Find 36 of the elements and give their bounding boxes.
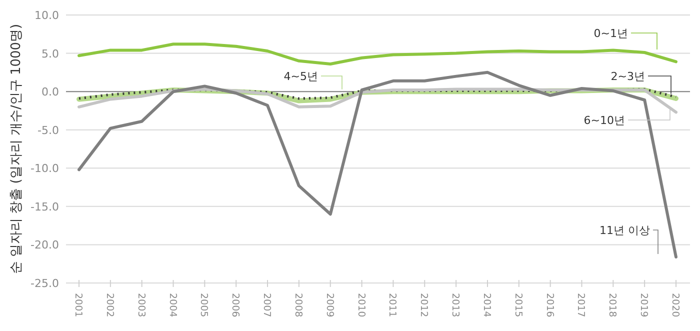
x-tick-label: 2019	[638, 293, 650, 318]
x-tick-label: 2004	[166, 293, 178, 318]
x-tick-label: 2014	[480, 293, 492, 318]
x-tick-label: 2009	[324, 293, 335, 318]
x-tick-label: 2018	[606, 293, 618, 318]
y-tick-label: 10.0	[34, 9, 59, 22]
legend-label: 4~5년	[284, 70, 318, 83]
legend-label: 6~10년	[584, 114, 625, 127]
x-tick-label: 2011	[386, 293, 398, 318]
y-tick-label: 0.0	[42, 86, 59, 99]
line-series	[78, 42, 678, 66]
line-series	[78, 70, 678, 258]
x-tick-label: 2005	[198, 293, 210, 318]
y-tick-label: -10.0	[30, 162, 59, 176]
y-axis-title: 순 일자리 창출 (일자리 개수/인구 1000명)	[9, 24, 24, 274]
series-label: 0~1년	[594, 27, 628, 40]
y-tick-label: -15.0	[30, 200, 59, 214]
x-tick-label: 2006	[230, 293, 241, 318]
x-tick-label: 2020	[670, 293, 680, 318]
x-tick-label: 2002	[104, 293, 115, 318]
x-tick-label: 2008	[292, 293, 304, 318]
x-tick-label: 2010	[355, 293, 366, 318]
y-tick-label: -5.0	[38, 124, 59, 137]
x-tick-label: 2001	[72, 293, 84, 318]
x-tick-label: 2012	[418, 293, 430, 318]
x-tick-label: 2015	[512, 293, 524, 318]
series-label: 2~3년	[610, 70, 645, 83]
x-tick-label: 2016	[544, 293, 555, 318]
x-tick-label: 2007	[261, 293, 272, 318]
y-tick-label: 5.0	[42, 47, 59, 60]
series-label: 11년 이상	[600, 224, 650, 237]
x-tick-label: 2017	[575, 293, 586, 318]
x-tick-label: 2013	[450, 293, 461, 318]
x-tick-label: 2003	[135, 293, 146, 318]
y-tick-label: -20.0	[30, 238, 59, 252]
y-tick-label: -25.0	[30, 277, 59, 290]
